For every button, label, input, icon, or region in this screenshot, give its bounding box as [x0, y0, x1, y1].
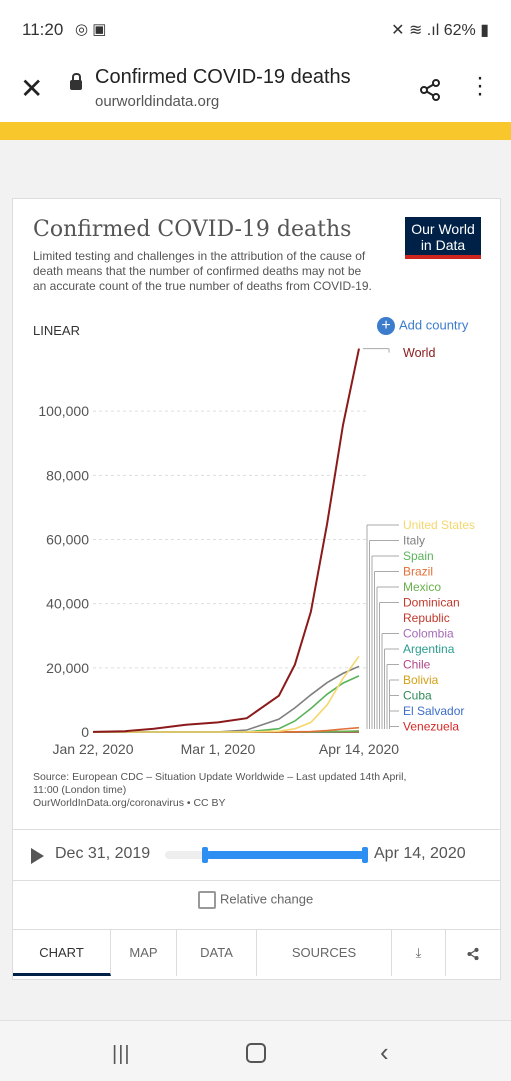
legend-label: Italy — [403, 534, 425, 548]
legend-label: Argentina — [403, 642, 455, 656]
tab-data[interactable]: DATA — [177, 930, 257, 976]
share-chart-icon[interactable] — [446, 930, 500, 976]
y-tick-label: 80,000 — [46, 467, 89, 483]
page-banner-strip — [0, 122, 511, 140]
lock-icon — [70, 80, 82, 90]
legend-label: Colombia — [403, 627, 454, 641]
status-bar: 11:20 ◎ ▣ ✕ ≋ .ıl 62% ▮ — [0, 0, 511, 60]
legend-label: Dominican — [403, 596, 460, 610]
browser-url: ourworldindata.org — [95, 93, 219, 110]
series-line — [93, 676, 359, 732]
status-time: 11:20 — [22, 20, 63, 40]
relative-change-checkbox[interactable] — [198, 891, 216, 909]
legend-label: El Salvador — [403, 704, 464, 718]
download-icon[interactable]: ⤓ — [392, 930, 446, 976]
series-line — [93, 349, 359, 732]
legend-label: Republic — [403, 611, 450, 625]
y-tick-label: 0 — [81, 724, 89, 740]
legend-label: Spain — [403, 549, 434, 563]
line-chart: 0 20,000 40,000 60,000 80,000 100,000 Jan 22, … — [13, 199, 500, 769]
relative-change-label: Relative change — [220, 891, 313, 906]
timeline-end-handle[interactable] — [362, 847, 368, 863]
timeline-start-label: Dec 31, 2019 — [55, 845, 150, 863]
legend-label: Brazil — [403, 565, 433, 579]
battery-level: 62% — [444, 22, 476, 39]
signal-icon: ✕ ≋ .ıl — [391, 22, 439, 39]
close-icon[interactable]: ✕ — [20, 72, 43, 105]
tab-chart[interactable]: CHART — [13, 930, 111, 976]
notification-icons: ◎ ▣ — [75, 20, 106, 38]
legend-label: Bolivia — [403, 673, 439, 687]
chart-source: Source: European CDC – Situation Update … — [33, 771, 483, 810]
tab-map[interactable]: MAP — [111, 930, 177, 976]
battery-icon: ▮ — [480, 22, 489, 39]
x-tick-label: Jan 22, 2020 — [53, 741, 134, 757]
chart-tabs: CHART MAP DATA SOURCES ⤓ — [13, 929, 500, 976]
home-icon[interactable] — [246, 1043, 266, 1063]
legend-label: United States — [403, 518, 475, 532]
source-line-3[interactable]: OurWorldInData.org/coronavirus • CC BY — [33, 797, 483, 810]
timeline-slider[interactable] — [165, 851, 365, 859]
legend-label: Cuba — [403, 689, 432, 703]
y-tick-label: 60,000 — [46, 532, 89, 548]
timeline-range-fill — [205, 851, 365, 859]
legend-label: Mexico — [403, 580, 441, 594]
y-tick-label: 100,000 — [38, 403, 89, 419]
y-tick-label: 20,000 — [46, 660, 89, 676]
source-line-1: Source: European CDC – Situation Update … — [33, 771, 483, 784]
timeline-start-handle[interactable] — [202, 847, 208, 863]
play-icon[interactable] — [31, 848, 44, 864]
x-tick-label: Mar 1, 2020 — [181, 741, 256, 757]
y-tick-label: 40,000 — [46, 596, 89, 612]
x-tick-label: Apr 14, 2020 — [319, 741, 399, 757]
more-menu-icon[interactable]: ··· — [476, 74, 484, 98]
timeline-end-label: Apr 14, 2020 — [374, 845, 466, 863]
chart-card: Confirmed COVID-19 deaths Limited testin… — [12, 198, 501, 980]
recent-apps-icon[interactable]: ||| — [112, 1043, 131, 1066]
tab-sources[interactable]: SOURCES — [257, 930, 392, 976]
legend-label: Chile — [403, 658, 431, 672]
back-icon[interactable]: ‹ — [380, 1037, 389, 1068]
legend-label: Venezuela — [403, 720, 459, 734]
browser-app-bar: ✕ Confirmed COVID-19 deaths ourworldinda… — [0, 60, 511, 122]
source-line-2: 11:00 (London time) — [33, 784, 483, 797]
status-right: ✕ ≋ .ıl 62% ▮ — [391, 20, 489, 40]
system-nav-bar: ||| ‹ — [0, 1020, 511, 1081]
browser-page-title: Confirmed COVID-19 deaths — [95, 66, 351, 89]
relative-change-toggle[interactable]: Relative change — [198, 891, 313, 909]
legend-label-world: World — [403, 346, 435, 360]
share-icon[interactable] — [418, 78, 442, 102]
timeline: Dec 31, 2019 Apr 14, 2020 — [13, 829, 500, 881]
